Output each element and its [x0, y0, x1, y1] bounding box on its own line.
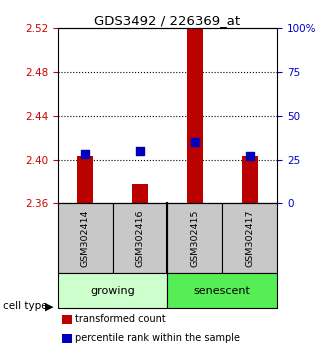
Bar — [132, 184, 148, 204]
Text: GSM302414: GSM302414 — [81, 210, 90, 267]
Text: GSM302416: GSM302416 — [136, 210, 145, 267]
Point — [247, 153, 252, 159]
Bar — [242, 156, 258, 204]
Text: GSM302415: GSM302415 — [190, 210, 199, 267]
Text: transformed count: transformed count — [75, 314, 166, 324]
FancyBboxPatch shape — [58, 204, 113, 273]
Bar — [77, 156, 93, 204]
FancyBboxPatch shape — [113, 204, 168, 273]
FancyBboxPatch shape — [222, 204, 277, 273]
FancyBboxPatch shape — [168, 204, 222, 273]
Bar — [187, 28, 203, 204]
FancyBboxPatch shape — [168, 273, 277, 308]
Text: senescent: senescent — [194, 286, 251, 296]
Point — [82, 152, 88, 157]
Text: percentile rank within the sample: percentile rank within the sample — [75, 333, 240, 343]
Text: ▶: ▶ — [45, 301, 53, 311]
Point — [137, 148, 143, 154]
Text: GSM302417: GSM302417 — [245, 210, 254, 267]
Text: growing: growing — [90, 286, 135, 296]
Title: GDS3492 / 226369_at: GDS3492 / 226369_at — [94, 14, 241, 27]
Text: cell type: cell type — [3, 301, 48, 311]
Bar — [62, 315, 72, 324]
Bar — [62, 334, 72, 343]
FancyBboxPatch shape — [58, 273, 168, 308]
Point — [192, 139, 198, 145]
